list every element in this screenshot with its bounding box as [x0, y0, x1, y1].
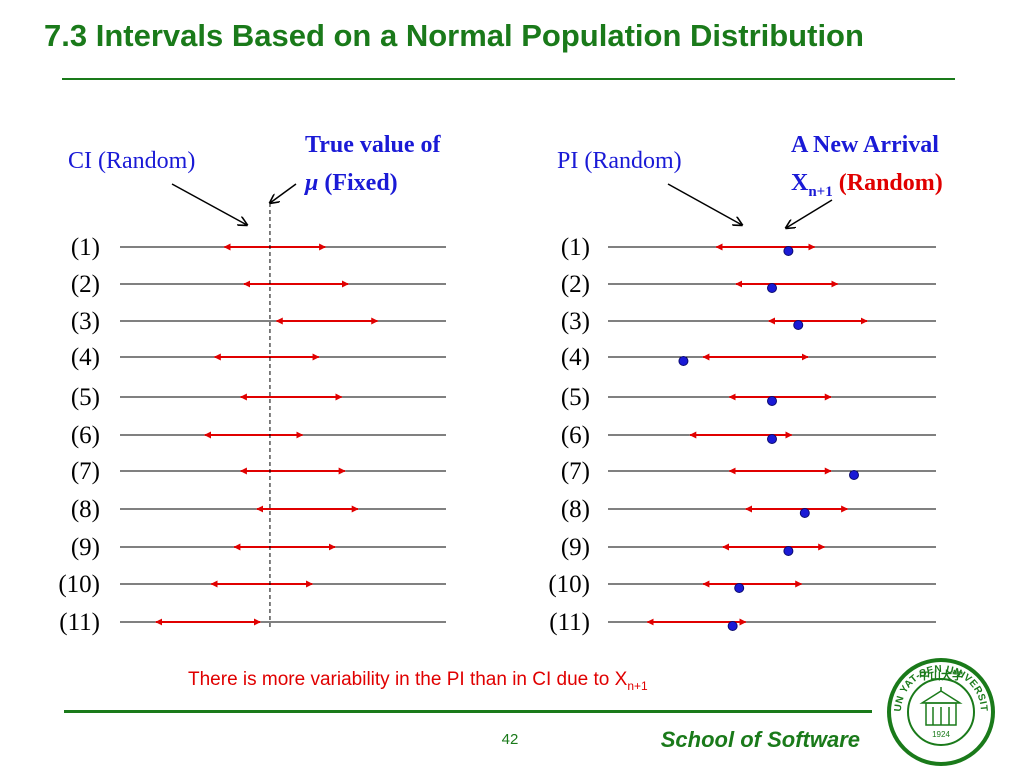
ci-row-label: (6): [71, 422, 100, 449]
pi-interval-rows: (1) (2) (3) (4) (5) (6) (7) (8) (9) (10) (11): [548, 234, 936, 636]
new-arrival-point: [783, 546, 794, 556]
pi-row-label: (10): [548, 571, 590, 598]
pi-row-label: (9): [561, 534, 590, 561]
ci-random-label: CI (Random): [68, 148, 195, 174]
page-number: 42: [501, 731, 519, 748]
pi-row-label: (5): [561, 384, 590, 411]
variability-note: There is more variability in the PI than…: [188, 669, 648, 693]
pi-row-label: (7): [561, 458, 590, 485]
ci-row-label: (11): [59, 609, 100, 636]
ci-label-pointer: [171, 183, 247, 225]
pi-row-label: (1): [561, 234, 590, 261]
seal-year: 1924: [932, 730, 950, 739]
true-value-label: True value of: [305, 132, 442, 158]
new-arrival-point: [678, 356, 689, 366]
pi-label-pointer: [667, 183, 742, 225]
truth-label-pointer: [270, 183, 297, 203]
slide-title: 7.3 Intervals Based on a Normal Populati…: [44, 18, 864, 53]
new-arrival-point: [849, 470, 859, 480]
new-arrival-point: [783, 246, 794, 256]
new-arrival-point: [767, 396, 777, 406]
ci-row-label: (1): [71, 234, 100, 261]
x-symbol: X: [791, 170, 809, 196]
new-arrival-point: [727, 621, 738, 631]
mu-symbol: μ: [303, 170, 318, 196]
ci-row-label: (3): [71, 308, 100, 335]
new-arrival-symbol: Xn+1 (Random): [791, 170, 943, 200]
ci-row-label: (2): [71, 271, 100, 298]
ci-row-label: (8): [71, 496, 100, 523]
seal-chinese-name: 中山大学: [919, 668, 963, 682]
school-name: School of Software: [660, 727, 860, 752]
title-divider: [62, 78, 955, 80]
ci-row-label: (9): [71, 534, 100, 561]
pi-row-label: (11): [549, 609, 590, 636]
new-arrival-point: [767, 434, 777, 444]
ci-row-label: (4): [71, 344, 100, 371]
ci-row-label: (5): [71, 384, 100, 411]
ci-interval-rows: (1) (2) (3) (4) (5) (6) (7) (8) (9) (10) (11): [58, 234, 446, 636]
footer-divider: [64, 710, 872, 713]
arrival-label-pointer: [786, 199, 833, 228]
pi-random-label: PI (Random): [557, 148, 682, 174]
pi-row-label: (4): [561, 344, 590, 371]
pi-row-label: (8): [561, 496, 590, 523]
pi-row-label: (3): [561, 308, 590, 335]
random-word: Random: [847, 170, 935, 196]
new-arrival-point: [799, 508, 810, 518]
x-subscript: n+1: [808, 184, 832, 200]
new-arrival-point: [793, 320, 804, 330]
new-arrival-point: [734, 583, 745, 593]
new-arrival-label: A New Arrival: [791, 132, 939, 158]
university-seal-icon: 中山大学 SUN YAT-SEN UNIVERSITY 1924: [886, 657, 995, 766]
pi-row-label: (2): [561, 271, 590, 298]
new-arrival-point: [767, 283, 777, 293]
ci-row-label: (10): [58, 571, 100, 598]
interval-diagram: CI (Random) True value of μ (Fixed) PI (…: [58, 132, 943, 636]
variability-note-text: There is more variability in the PI than…: [188, 669, 628, 690]
variability-note-subscript: n+1: [627, 678, 648, 693]
ci-row-label: (7): [71, 458, 100, 485]
pi-row-label: (6): [561, 422, 590, 449]
fixed-text: (Fixed): [318, 170, 397, 196]
fixed-label: μ (Fixed): [303, 170, 398, 196]
